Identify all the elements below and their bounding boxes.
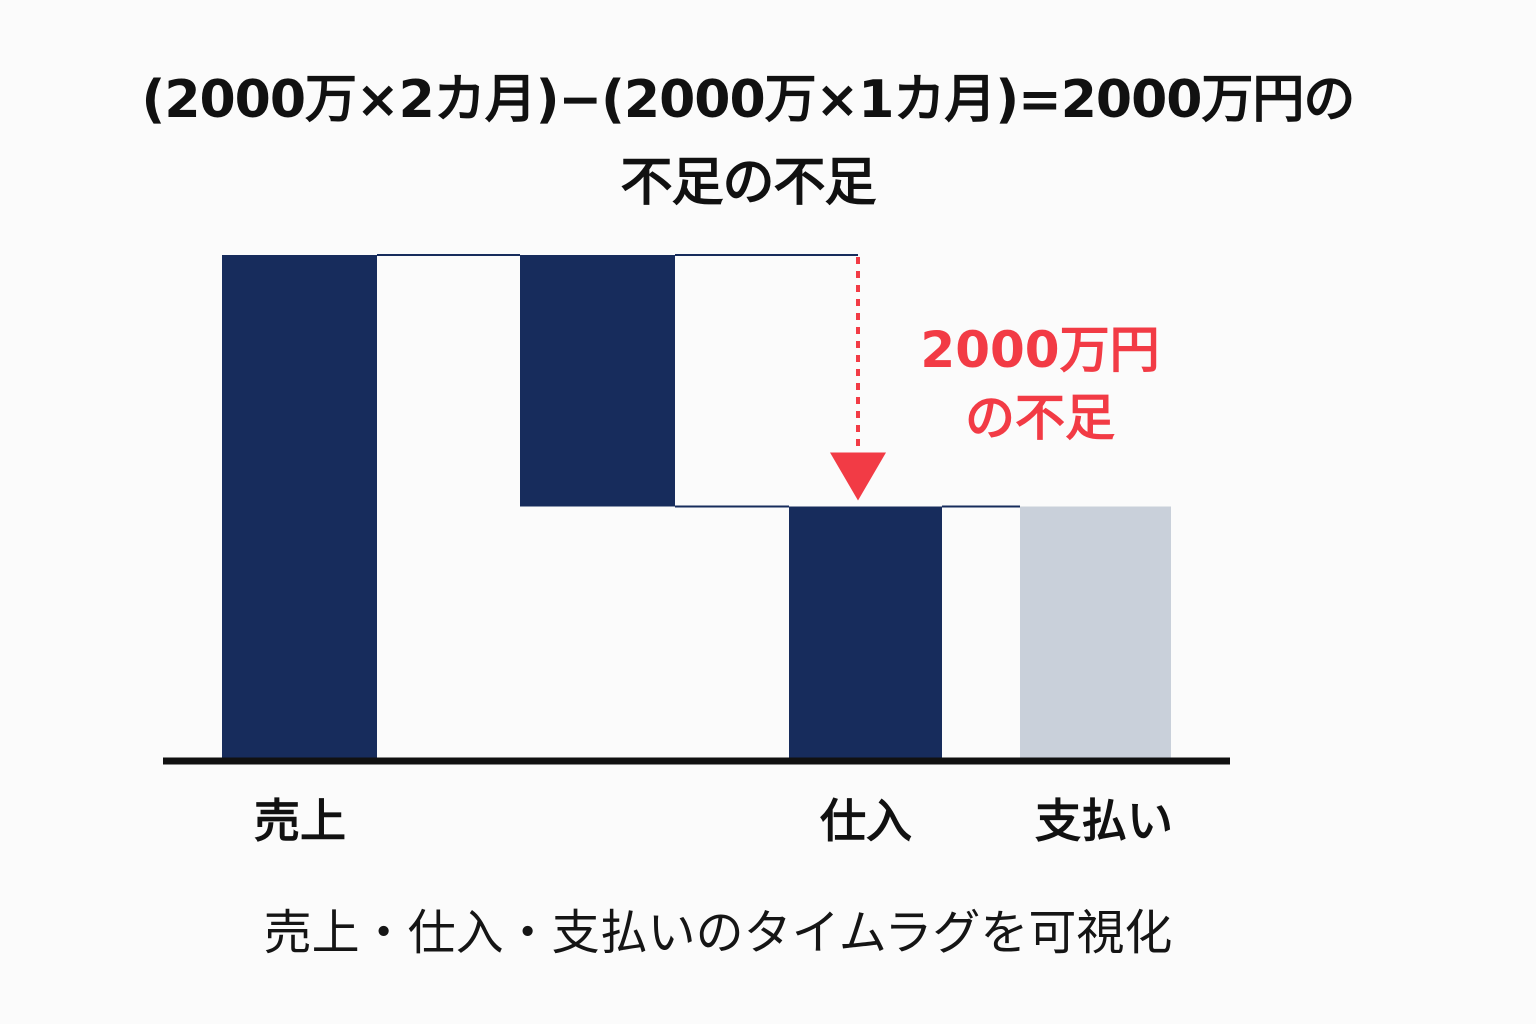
category-label-purchase: 仕入 [820,794,912,848]
shortfall-annotation-line-1: 2000万円 [920,321,1160,379]
shortfall-annotation: 2000万円 の不足 [900,316,1180,452]
connectors-layer [377,254,1020,508]
bars-layer [222,255,1171,758]
category-label-payment: 支払い [1035,794,1173,848]
category-label-sales: 売上 [254,794,346,848]
bar-payment [1020,506,1171,758]
chart-title-line-1: (2000万×2カ月)−(2000万×1カ月)=2000万円の [141,70,1356,130]
shortfall-annotation-line-2: の不足 [965,389,1115,447]
shortfall-arrow-head [830,452,886,501]
bar-collection-gap [520,255,675,507]
bar-sales [222,255,377,758]
bar-purchase [789,506,942,758]
chart-title-line-2: 不足の不足 [620,153,876,213]
shortfall-arrow [830,257,886,501]
chart-caption: 売上・仕入・支払いのタイムラグを可視化 [263,905,1173,961]
